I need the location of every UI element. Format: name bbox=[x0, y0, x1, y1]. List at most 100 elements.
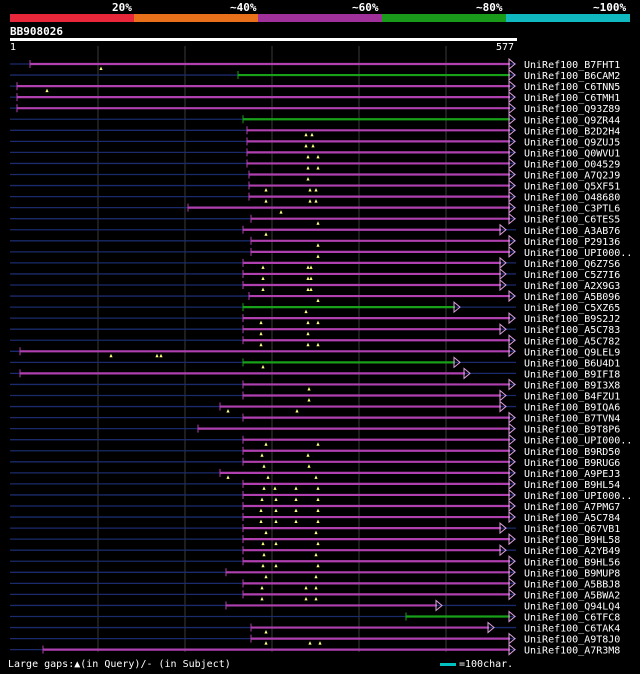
hit-label[interactable]: UniRef100_Q93Z89 bbox=[524, 104, 620, 115]
hit-label[interactable]: UniRef100_B6U4D1 bbox=[524, 358, 620, 369]
hit-row[interactable]: UniRef100_B9T8P6 bbox=[10, 422, 620, 436]
hit-label[interactable]: UniRef100_C5XZ65 bbox=[524, 303, 620, 314]
hit-label[interactable]: UniRef100_A7R3M8 bbox=[524, 646, 620, 657]
hit-row[interactable]: UniRef100_B2D2H4 bbox=[10, 124, 620, 137]
hit-row[interactable]: UniRef100_Q93Z89 bbox=[10, 102, 620, 115]
hit-row[interactable]: UniRef100_B4FZU1 bbox=[10, 389, 620, 403]
hit-row[interactable]: UniRef100_B9S2J2 bbox=[10, 312, 620, 325]
hit-row[interactable]: UniRef100_C5Z7I6 bbox=[10, 267, 620, 281]
hit-row[interactable]: UniRef100_UPI000.. bbox=[10, 245, 632, 259]
hit-label[interactable]: UniRef100_A7Q2J9 bbox=[524, 171, 620, 182]
hit-row[interactable]: UniRef100_B7TVN4 bbox=[10, 411, 620, 425]
hit-label[interactable]: UniRef100_A3AB76 bbox=[524, 226, 620, 237]
hit-row[interactable]: UniRef100_C5XZ65 bbox=[10, 301, 620, 314]
hit-row[interactable]: UniRef100_B9IFI8 bbox=[10, 367, 620, 380]
hit-row[interactable]: UniRef100_C6TNN5 bbox=[10, 80, 620, 93]
hit-label[interactable]: UniRef100_O04529 bbox=[524, 159, 620, 170]
hit-row[interactable]: UniRef100_B9IQA6 bbox=[10, 400, 620, 414]
hit-label[interactable]: UniRef100_B9I3X8 bbox=[524, 380, 620, 391]
hit-row[interactable]: UniRef100_A9PEJ3 bbox=[10, 466, 620, 480]
hit-row[interactable]: UniRef100_C6TMH1 bbox=[10, 91, 620, 104]
hit-row[interactable]: UniRef100_A5B096 bbox=[10, 289, 620, 303]
hit-label[interactable]: UniRef100_A9T8J0 bbox=[524, 635, 620, 646]
hit-row[interactable]: UniRef100_C6TFC8 bbox=[10, 610, 620, 624]
hit-label[interactable]: UniRef100_B2D2H4 bbox=[524, 126, 620, 137]
hit-label[interactable]: UniRef100_A5BBJ8 bbox=[524, 579, 620, 590]
hit-label[interactable]: UniRef100_B9RD50 bbox=[524, 447, 620, 458]
hit-label[interactable]: UniRef100_C6TES5 bbox=[524, 215, 620, 226]
hit-row[interactable]: UniRef100_C3PTL6 bbox=[10, 201, 620, 215]
hit-label[interactable]: UniRef100_B9HL56 bbox=[524, 557, 620, 568]
hit-label[interactable]: UniRef100_A5C782 bbox=[524, 336, 620, 347]
hit-row[interactable]: UniRef100_B9RUG6 bbox=[10, 455, 620, 469]
hit-row[interactable]: UniRef100_UPI000.. bbox=[10, 433, 632, 447]
hit-row[interactable]: UniRef100_O04529 bbox=[10, 157, 620, 170]
hit-label[interactable]: UniRef100_A2X9G3 bbox=[524, 281, 620, 292]
hit-row[interactable]: UniRef100_B9MUP8 bbox=[10, 566, 620, 579]
hit-label[interactable]: UniRef100_B7FHT1 bbox=[524, 60, 620, 71]
hit-row[interactable]: UniRef100_A7PMG7 bbox=[10, 499, 620, 513]
hit-row[interactable]: UniRef100_A5C782 bbox=[10, 334, 620, 347]
hit-row[interactable]: UniRef100_P29136 bbox=[10, 234, 620, 248]
hit-row[interactable]: UniRef100_A7Q2J9 bbox=[10, 168, 620, 182]
hit-label[interactable]: UniRef100_B9HL54 bbox=[524, 480, 620, 491]
hit-row[interactable]: UniRef100_Q5XF51 bbox=[10, 179, 620, 193]
hit-label[interactable]: UniRef100_C6TAK4 bbox=[524, 624, 620, 635]
hit-row[interactable]: UniRef100_A3AB76 bbox=[10, 223, 620, 237]
hit-row[interactable]: UniRef100_Q9LEL9 bbox=[10, 345, 620, 358]
hit-label[interactable]: UniRef100_B9IQA6 bbox=[524, 403, 620, 414]
hit-label[interactable]: UniRef100_Q94LQ4 bbox=[524, 601, 620, 612]
hit-label[interactable]: UniRef100_A2YB49 bbox=[524, 546, 620, 557]
hit-row[interactable]: UniRef100_B6U4D1 bbox=[10, 356, 620, 369]
hit-row[interactable]: UniRef100_A5C784 bbox=[10, 510, 620, 524]
hit-row[interactable]: UniRef100_B9HL54 bbox=[10, 477, 620, 491]
hit-label[interactable]: UniRef100_A9PEJ3 bbox=[524, 469, 620, 480]
hit-label[interactable]: UniRef100_Q9ZR44 bbox=[524, 115, 620, 126]
hit-label[interactable]: UniRef100_Q9ZUJ5 bbox=[524, 137, 620, 148]
hit-label[interactable]: UniRef100_Q5XF51 bbox=[524, 182, 620, 193]
hit-label[interactable]: UniRef100_Q0WVU1 bbox=[524, 148, 620, 159]
hit-label[interactable]: UniRef100_B4FZU1 bbox=[524, 392, 620, 403]
hit-label[interactable]: UniRef100_B9IFI8 bbox=[524, 369, 620, 380]
hit-row[interactable]: UniRef100_UPI000.. bbox=[10, 488, 632, 502]
hit-row[interactable]: UniRef100_O48680 bbox=[10, 190, 620, 204]
hit-label[interactable]: UniRef100_P29136 bbox=[524, 237, 620, 248]
hit-label[interactable]: UniRef100_C6TMH1 bbox=[524, 93, 620, 104]
hit-row[interactable]: UniRef100_B6CAM2 bbox=[10, 68, 620, 82]
hit-row[interactable]: UniRef100_A7R3M8 bbox=[10, 643, 620, 657]
hit-label[interactable]: UniRef100_Q9LEL9 bbox=[524, 347, 620, 358]
hit-label[interactable]: UniRef100_A5BWA2 bbox=[524, 590, 620, 601]
hit-label[interactable]: UniRef100_Q6Z7S6 bbox=[524, 259, 620, 270]
hit-label[interactable]: UniRef100_C5Z7I6 bbox=[524, 270, 620, 281]
hit-row[interactable]: UniRef100_B9HL58 bbox=[10, 533, 620, 546]
hit-row[interactable]: UniRef100_A5C783 bbox=[10, 323, 620, 336]
hit-row[interactable]: UniRef100_B9RD50 bbox=[10, 444, 620, 458]
hit-label[interactable]: UniRef100_UPI000.. bbox=[524, 491, 632, 502]
hit-row[interactable]: UniRef100_C6TAK4 bbox=[10, 621, 620, 635]
hit-row[interactable]: UniRef100_Q6Z7S6 bbox=[10, 256, 620, 270]
hit-label[interactable]: UniRef100_B9T8P6 bbox=[524, 425, 620, 436]
hit-row[interactable]: UniRef100_B7FHT1 bbox=[10, 57, 620, 71]
hit-row[interactable]: UniRef100_A9T8J0 bbox=[10, 632, 620, 646]
hit-row[interactable]: UniRef100_A5BWA2 bbox=[10, 588, 620, 601]
hit-label[interactable]: UniRef100_A5B096 bbox=[524, 292, 620, 303]
hit-label[interactable]: UniRef100_B9MUP8 bbox=[524, 568, 620, 579]
hit-label[interactable]: UniRef100_B6CAM2 bbox=[524, 71, 620, 82]
hit-label[interactable]: UniRef100_B9S2J2 bbox=[524, 314, 620, 325]
hit-row[interactable]: UniRef100_A5BBJ8 bbox=[10, 577, 620, 590]
hit-label[interactable]: UniRef100_A7PMG7 bbox=[524, 502, 620, 513]
hit-label[interactable]: UniRef100_B9HL58 bbox=[524, 535, 620, 546]
hit-label[interactable]: UniRef100_C6TNN5 bbox=[524, 82, 620, 93]
hit-label[interactable]: UniRef100_C3PTL6 bbox=[524, 204, 620, 215]
hit-label[interactable]: UniRef100_O48680 bbox=[524, 193, 620, 204]
hit-row[interactable]: UniRef100_Q9ZR44 bbox=[10, 113, 620, 126]
hit-label[interactable]: UniRef100_A5C784 bbox=[524, 513, 620, 524]
hit-label[interactable]: UniRef100_Q67VB1 bbox=[524, 524, 620, 535]
hit-label[interactable]: UniRef100_UPI000.. bbox=[524, 248, 632, 259]
hit-row[interactable]: UniRef100_A2X9G3 bbox=[10, 278, 620, 292]
hit-row[interactable]: UniRef100_Q9ZUJ5 bbox=[10, 135, 620, 148]
hit-label[interactable]: UniRef100_B9RUG6 bbox=[524, 458, 620, 469]
hit-row[interactable]: UniRef100_B9HL56 bbox=[10, 555, 620, 568]
hit-label[interactable]: UniRef100_B7TVN4 bbox=[524, 414, 620, 425]
hit-row[interactable]: UniRef100_C6TES5 bbox=[10, 212, 620, 226]
